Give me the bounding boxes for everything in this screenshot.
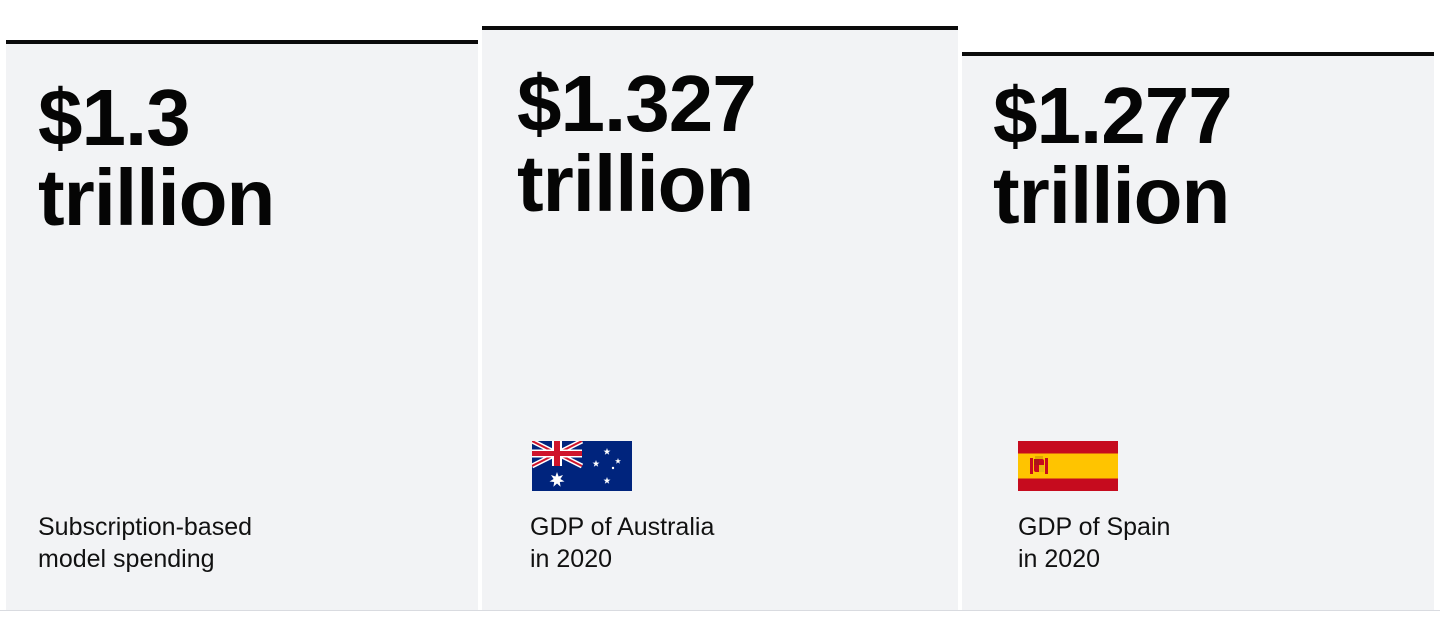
stat-card-subscription: $1.3 trillion Subscription-based model s… bbox=[6, 40, 478, 610]
stat-value: $1.277 trillion bbox=[993, 71, 1233, 240]
bottom-divider bbox=[0, 610, 1440, 611]
caption-line: GDP of Spain bbox=[1018, 513, 1171, 541]
stat-unit: trillion bbox=[38, 153, 275, 242]
stat-unit: trillion bbox=[993, 151, 1230, 240]
stat-caption: GDP of Australia in 2020 bbox=[530, 511, 714, 575]
caption-line: in 2020 bbox=[1018, 545, 1101, 573]
stat-value: $1.327 trillion bbox=[517, 59, 757, 228]
spain-flag-icon bbox=[1018, 441, 1118, 491]
stat-amount: $1.277 bbox=[993, 71, 1233, 160]
stat-amount: $1.327 bbox=[517, 59, 757, 148]
stat-card-spain: $1.277 trillion GDP of Spain in 2020 bbox=[962, 52, 1434, 610]
stat-amount: $1.3 bbox=[38, 73, 191, 162]
stat-unit: trillion bbox=[517, 139, 754, 228]
stat-value: $1.3 trillion bbox=[38, 73, 275, 242]
australia-flag-icon bbox=[532, 441, 632, 491]
stat-caption: GDP of Spain in 2020 bbox=[1018, 511, 1170, 575]
caption-line: in 2020 bbox=[530, 545, 613, 573]
caption-line: model spending bbox=[38, 545, 215, 573]
stat-card-australia: $1.327 trillion GDP o bbox=[482, 26, 958, 610]
caption-line: GDP of Australia bbox=[530, 513, 715, 541]
caption-line: Subscription-based bbox=[38, 513, 253, 541]
stat-caption: Subscription-based model spending bbox=[38, 511, 252, 575]
